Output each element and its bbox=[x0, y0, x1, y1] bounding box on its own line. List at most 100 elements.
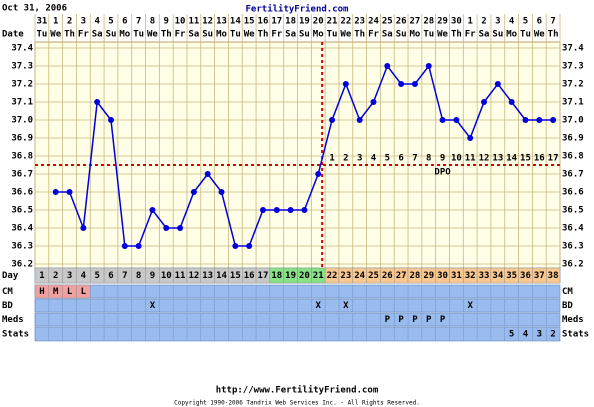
date-label: 26 bbox=[396, 17, 407, 27]
dpo-number: 11 bbox=[465, 154, 476, 164]
dpo-number: 16 bbox=[534, 154, 545, 164]
day-label: 27 bbox=[396, 271, 407, 281]
y-tick-label: 36.3 bbox=[11, 242, 33, 252]
weekday-label: We bbox=[147, 30, 158, 40]
weekday-label: Fr bbox=[271, 30, 282, 40]
meds-entry: P bbox=[398, 315, 404, 325]
temperature-point bbox=[453, 117, 460, 123]
site-title: FertilityFriend.com bbox=[246, 4, 350, 15]
day-label: 34 bbox=[492, 271, 503, 281]
temperature-point bbox=[550, 117, 557, 123]
temperature-point bbox=[494, 81, 501, 87]
y-tick-label: 36.4 bbox=[11, 224, 33, 234]
weekday-label: Tu bbox=[327, 30, 338, 40]
day-label: 9 bbox=[150, 271, 155, 281]
temperature-point bbox=[66, 189, 73, 195]
weekday-label: Su bbox=[492, 30, 503, 40]
bd-entry: X bbox=[150, 301, 156, 311]
weekday-label: Th bbox=[258, 30, 269, 40]
row-label: Date bbox=[2, 30, 24, 40]
row-label: Stats bbox=[2, 330, 29, 340]
row-label-right: Meds bbox=[562, 315, 584, 325]
row-label: Meds bbox=[2, 315, 24, 325]
temperature-point bbox=[356, 117, 363, 123]
temperature-point bbox=[190, 189, 197, 195]
temperature-point bbox=[121, 243, 128, 249]
date-label: 30 bbox=[451, 17, 462, 27]
date-label: 7 bbox=[550, 17, 555, 27]
y-tick-label: 37.3 bbox=[11, 62, 33, 72]
meds-entry: P bbox=[426, 315, 432, 325]
day-label: 19 bbox=[285, 271, 296, 281]
weekday-label: Sa bbox=[285, 30, 296, 40]
day-label: 14 bbox=[216, 271, 227, 281]
temperature-point bbox=[218, 189, 225, 195]
weekday-label: We bbox=[534, 30, 545, 40]
day-label: 16 bbox=[244, 271, 255, 281]
day-label: 20 bbox=[299, 271, 310, 281]
day-label: 28 bbox=[410, 271, 421, 281]
date-label: 22 bbox=[340, 17, 351, 27]
weekday-label: Th bbox=[354, 30, 365, 40]
meds-entry: P bbox=[440, 315, 446, 325]
weekday-label: We bbox=[50, 30, 61, 40]
y-tick-label-right: 37.0 bbox=[562, 116, 584, 126]
weekday-label: Tu bbox=[230, 30, 241, 40]
meds-entry: P bbox=[385, 315, 391, 325]
y-tick-label-right: 36.8 bbox=[562, 152, 584, 162]
y-tick-label-right: 36.4 bbox=[562, 224, 584, 234]
date-label: 23 bbox=[354, 17, 365, 27]
row-label: Day bbox=[2, 271, 19, 281]
day-label: 30 bbox=[437, 271, 448, 281]
y-tick-label-right: 36.5 bbox=[562, 206, 584, 216]
y-tick-label: 36.2 bbox=[11, 260, 33, 270]
temperature-point bbox=[301, 207, 308, 213]
stats-entry: 5 bbox=[509, 330, 514, 340]
cm-entry: L bbox=[81, 287, 87, 297]
date-label: 27 bbox=[410, 17, 421, 27]
weekday-label: Tu bbox=[133, 30, 144, 40]
date-label: 28 bbox=[423, 17, 434, 27]
y-tick-label: 36.9 bbox=[11, 134, 33, 144]
weekday-label: Th bbox=[548, 30, 559, 40]
cell-bg bbox=[545, 267, 561, 284]
temperature-point bbox=[107, 117, 114, 123]
date-label: 12 bbox=[202, 17, 213, 27]
date-label: 31 bbox=[36, 17, 47, 27]
date-label: 7 bbox=[136, 17, 141, 27]
dpo-number: 9 bbox=[440, 154, 445, 164]
date-label: 16 bbox=[258, 17, 269, 27]
weekday-label: Sa bbox=[188, 30, 199, 40]
y-tick-label: 37.4 bbox=[11, 44, 33, 54]
temperature-point bbox=[508, 99, 515, 105]
day-label: 38 bbox=[548, 271, 559, 281]
temperature-point bbox=[287, 207, 294, 213]
dpo-number: 2 bbox=[343, 154, 348, 164]
temperature-point bbox=[273, 207, 280, 213]
date-label: 4 bbox=[509, 17, 515, 27]
day-label: 18 bbox=[271, 271, 282, 281]
weekday-label: Mo bbox=[313, 30, 324, 40]
day-label: 37 bbox=[534, 271, 545, 281]
weekday-label: Th bbox=[451, 30, 462, 40]
weekday-label: Mo bbox=[216, 30, 227, 40]
day-label: 31 bbox=[451, 271, 462, 281]
temperature-point bbox=[329, 117, 336, 123]
weekday-label: Fr bbox=[175, 30, 186, 40]
row-label-right: CM bbox=[562, 287, 573, 297]
temperature-point bbox=[398, 81, 405, 87]
temperature-point bbox=[411, 81, 418, 87]
weekday-label: Sa bbox=[382, 30, 393, 40]
temperature-point bbox=[94, 99, 101, 105]
day-label: 13 bbox=[202, 271, 213, 281]
date-label: 4 bbox=[94, 17, 100, 27]
weekday-label: We bbox=[340, 30, 351, 40]
temperature-point bbox=[370, 99, 377, 105]
day-label: 29 bbox=[423, 271, 434, 281]
date-label: 25 bbox=[382, 17, 393, 27]
day-label: 25 bbox=[368, 271, 379, 281]
bd-entry: X bbox=[343, 301, 349, 311]
y-tick-label-right: 37.2 bbox=[562, 80, 584, 90]
y-tick-label-right: 37.4 bbox=[562, 44, 584, 54]
